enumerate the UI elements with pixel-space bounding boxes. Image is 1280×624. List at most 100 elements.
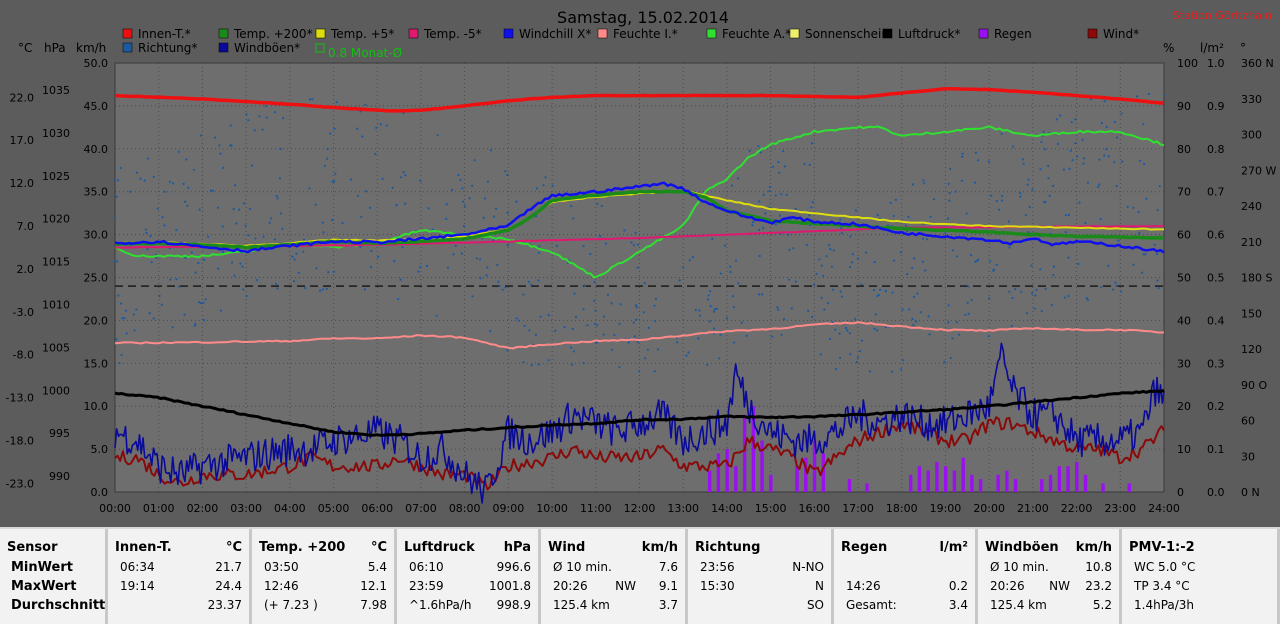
richtung-point [146,248,149,251]
richtung-point [868,370,872,373]
richtung-point [463,204,466,207]
richtung-point [1140,271,1144,274]
richtung-point [364,103,367,106]
richtung-point [446,266,449,269]
richtung-point [221,225,224,228]
richtung-point [771,335,774,338]
legend-label: Sonnenschein [805,27,889,41]
richtung-point [473,159,476,162]
richtung-point [654,320,657,323]
cell-value: 10.8 [1085,560,1112,574]
table-row: TP 3.4 °C [1129,579,1270,595]
cell-value: 1001.8 [489,579,531,593]
richtung-point [955,321,959,324]
richtung-point [158,294,161,298]
percent-tick: 30 [1177,357,1191,370]
richtung-point [322,231,325,234]
richtung-point [1030,264,1033,267]
richtung-point [921,237,925,240]
cell-label: 20:26 [990,579,1025,593]
regen-bar [1101,483,1105,492]
richtung-point [194,271,197,274]
richtung-point [706,298,710,301]
richtung-point [275,282,278,285]
richtung-point [563,326,566,329]
richtung-point [951,249,955,252]
richtung-point [687,351,690,354]
richtung-point [1021,158,1024,161]
richtung-point [479,277,482,280]
richtung-point [901,308,904,311]
richtung-point [323,164,326,167]
richtung-point [321,221,324,224]
richtung-point [737,282,740,285]
richtung-point [820,264,823,267]
richtung-point [374,152,377,156]
richtung-point [198,301,201,304]
richtung-point [1121,160,1124,163]
rain-tick: 0.3 [1207,357,1225,370]
regen-bar [935,461,939,492]
unit-rain: l/m² [1200,41,1224,55]
richtung-point [160,303,163,306]
cell-label: 12:46 [264,579,299,593]
legend-label-month: 0.8 Monat-Ø [328,46,402,60]
cell-label: MinWert [11,560,73,575]
richtung-point [152,175,155,178]
richtung-point [582,362,585,365]
kmh-tick: 20.0 [84,314,109,327]
richtung-point [792,247,795,250]
richtung-point [572,217,575,220]
richtung-point [238,208,241,211]
richtung-point [832,249,835,252]
richtung-point [1113,161,1116,164]
legend-swatch [408,28,419,39]
richtung-point [1026,312,1029,315]
regen-bar [1013,479,1018,492]
richtung-point [203,258,206,261]
richtung-point [186,204,189,207]
table-col-temp-200: Temp. +200 °C 03:50 5.4 12:46 12.1 (+ 7.23 ) 7.… [252,529,397,624]
richtung-point [341,221,344,224]
richtung-point [245,294,248,298]
richtung-point [248,207,252,210]
legend-label: Feuchte A.* [722,27,791,41]
deg-tick: 360 N [1241,57,1274,70]
richtung-point [947,182,950,185]
richtung-point [199,302,202,305]
richtung-point [904,224,908,227]
richtung-point [273,111,276,114]
richtung-point [900,368,903,371]
table-col-wind: Wind km/h Ø 10 min. 7.6 20:26 NW 9.1 125.4 km 3.… [541,529,688,624]
richtung-point [133,329,136,332]
richtung-point [457,173,460,177]
legend-swatch [706,28,717,39]
legend-swatch-month [315,43,325,53]
richtung-point [402,112,405,115]
richtung-point [873,327,876,330]
richtung-point [1043,148,1046,151]
richtung-point [1014,287,1017,291]
richtung-point [194,322,197,325]
legend-label: Luftdruck* [898,27,961,41]
richtung-point [839,356,842,359]
richtung-point [916,292,919,295]
regen-bar [908,474,913,492]
deg-tick: 60 [1241,415,1255,428]
richtung-point [1112,288,1115,291]
x-tick: 24:00 [1148,502,1180,515]
richtung-point [894,198,897,201]
unit-percent: % [1163,41,1174,55]
richtung-point [222,166,225,169]
header-unit: °C [225,540,242,555]
cell-label: MaxWert [11,579,77,594]
richtung-point [966,301,969,304]
hpa-tick: 995 [49,427,70,440]
table-col-sensor: Sensor MinWert MaxWert Durchschnitt [0,529,108,624]
table-row: MinWert [7,560,98,576]
summary-table: Sensor MinWert MaxWert Durchschnitt Innen-T.… [0,527,1280,624]
richtung-point [435,314,438,317]
richtung-point [1059,114,1062,117]
table-row: 1.4hPa/3h [1129,598,1270,614]
richtung-point [419,266,422,269]
